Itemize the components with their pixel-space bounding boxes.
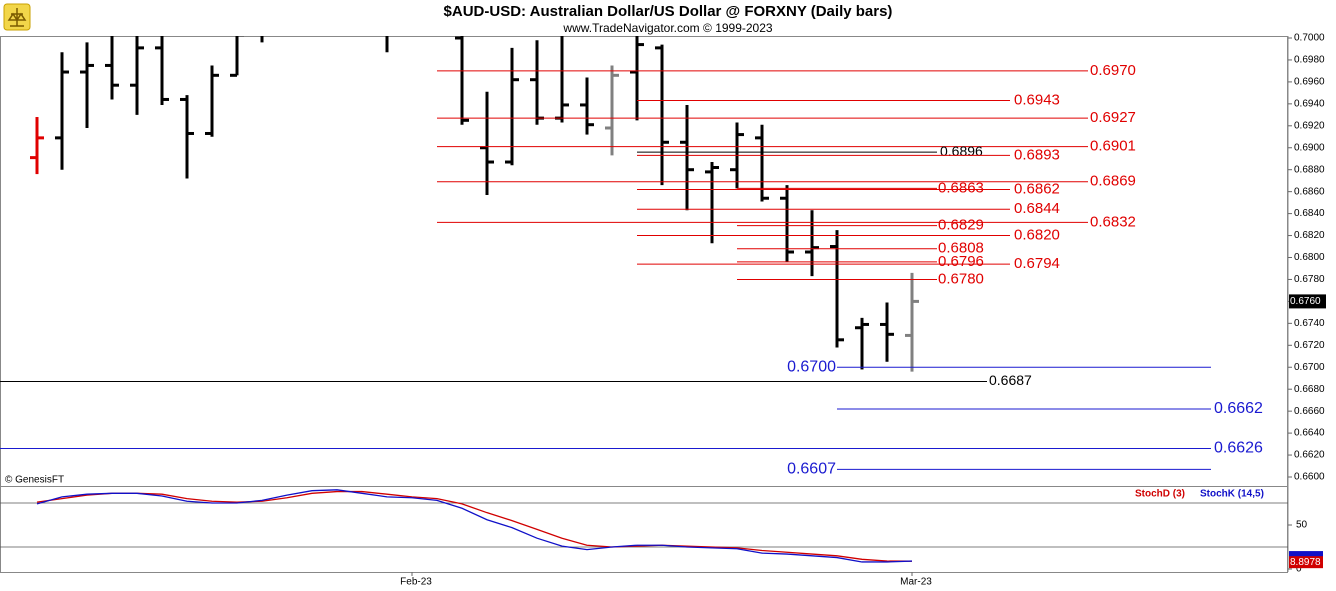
- y-tick-label: 0.6780: [1294, 274, 1325, 285]
- y-tick-label: 0.6820: [1294, 230, 1325, 241]
- level-label: 0.6869: [1090, 173, 1136, 190]
- stoch-line: [36, 489, 913, 563]
- level-label: 0.6943: [1014, 92, 1060, 109]
- subtitle: www.TradeNavigator.com © 1999-2023: [562, 21, 772, 35]
- y-tick-label: 0.6940: [1294, 98, 1325, 109]
- level-label: 0.6862: [1014, 180, 1060, 197]
- level-label: 0.6844: [1014, 200, 1060, 217]
- level-label: 0.6808: [938, 240, 984, 257]
- y-tick-label: 0.6960: [1294, 77, 1325, 88]
- y-tick-label: 0.6720: [1294, 340, 1325, 351]
- y-tick-label: 0.6800: [1294, 252, 1325, 263]
- last-value-box: [1289, 556, 1323, 569]
- level-label: 0.6820: [1014, 227, 1060, 244]
- legend-entry: StochK (14,5): [1200, 489, 1264, 500]
- y-tick-label: 0.6600: [1294, 472, 1325, 483]
- stoch-line: [36, 490, 913, 562]
- stoch-plot: [0, 489, 1288, 563]
- level-label: 0.6901: [1090, 138, 1136, 155]
- y-tick-label: 0.7000: [1294, 33, 1325, 44]
- x-tick-label: Mar-23: [900, 577, 932, 588]
- last-price-box: [1289, 294, 1326, 309]
- level-label: 0.6893: [1014, 146, 1060, 163]
- y-tick-label: 0.6900: [1294, 142, 1325, 153]
- x-tick-label: Feb-23: [400, 577, 432, 588]
- y-tick-label: 0.6660: [1294, 406, 1325, 417]
- level-label: 0.6927: [1090, 109, 1136, 126]
- level-label: 0.6662: [1214, 400, 1263, 417]
- level-label: 0.6607: [787, 461, 836, 478]
- level-label: 0.6796: [938, 253, 984, 270]
- y-tick-label: 0.6620: [1294, 450, 1325, 461]
- y-tick-label: 0.6880: [1294, 164, 1325, 175]
- level-label: 0.6832: [1090, 213, 1136, 230]
- last-value-box: [1289, 551, 1323, 561]
- level-label: 0.6780: [938, 270, 984, 287]
- y-tick-label: 0.6840: [1294, 208, 1325, 219]
- price-plot: [30, 36, 919, 372]
- source: © GenesisFT: [5, 475, 64, 486]
- level-label: 0.6626: [1214, 440, 1263, 457]
- chart-title: $AUD-USD: Australian Dollar/US Dollar @ …: [444, 3, 893, 20]
- legend-entry: StochD (3): [1135, 489, 1185, 500]
- last-price-label: 0.6760: [1290, 296, 1321, 307]
- level-label: 0.6896: [940, 143, 983, 159]
- level-label: 0.6700: [787, 358, 836, 375]
- y-tick-label: 0.6980: [1294, 55, 1325, 66]
- level-label: 0.6829: [938, 217, 984, 234]
- y-tick-label: 0.6920: [1294, 120, 1325, 131]
- logo: [3, 3, 31, 31]
- y-tick-label: 0.6680: [1294, 384, 1325, 395]
- level-label: 0.6863: [938, 179, 984, 196]
- y-tick-label: 50: [1296, 520, 1308, 531]
- level-label: 0.6970: [1090, 62, 1136, 79]
- level-label: 0.6687: [989, 372, 1032, 388]
- y-tick-label: 0: [1296, 564, 1302, 575]
- y-tick-label: 0.6860: [1294, 186, 1325, 197]
- level-label: 0.6794: [1014, 255, 1060, 272]
- y-tick-label: 0.6640: [1294, 428, 1325, 439]
- last-value-label: 8.8978: [1290, 557, 1321, 568]
- y-tick-label: 0.6740: [1294, 318, 1325, 329]
- y-tick-label: 0.6700: [1294, 362, 1325, 373]
